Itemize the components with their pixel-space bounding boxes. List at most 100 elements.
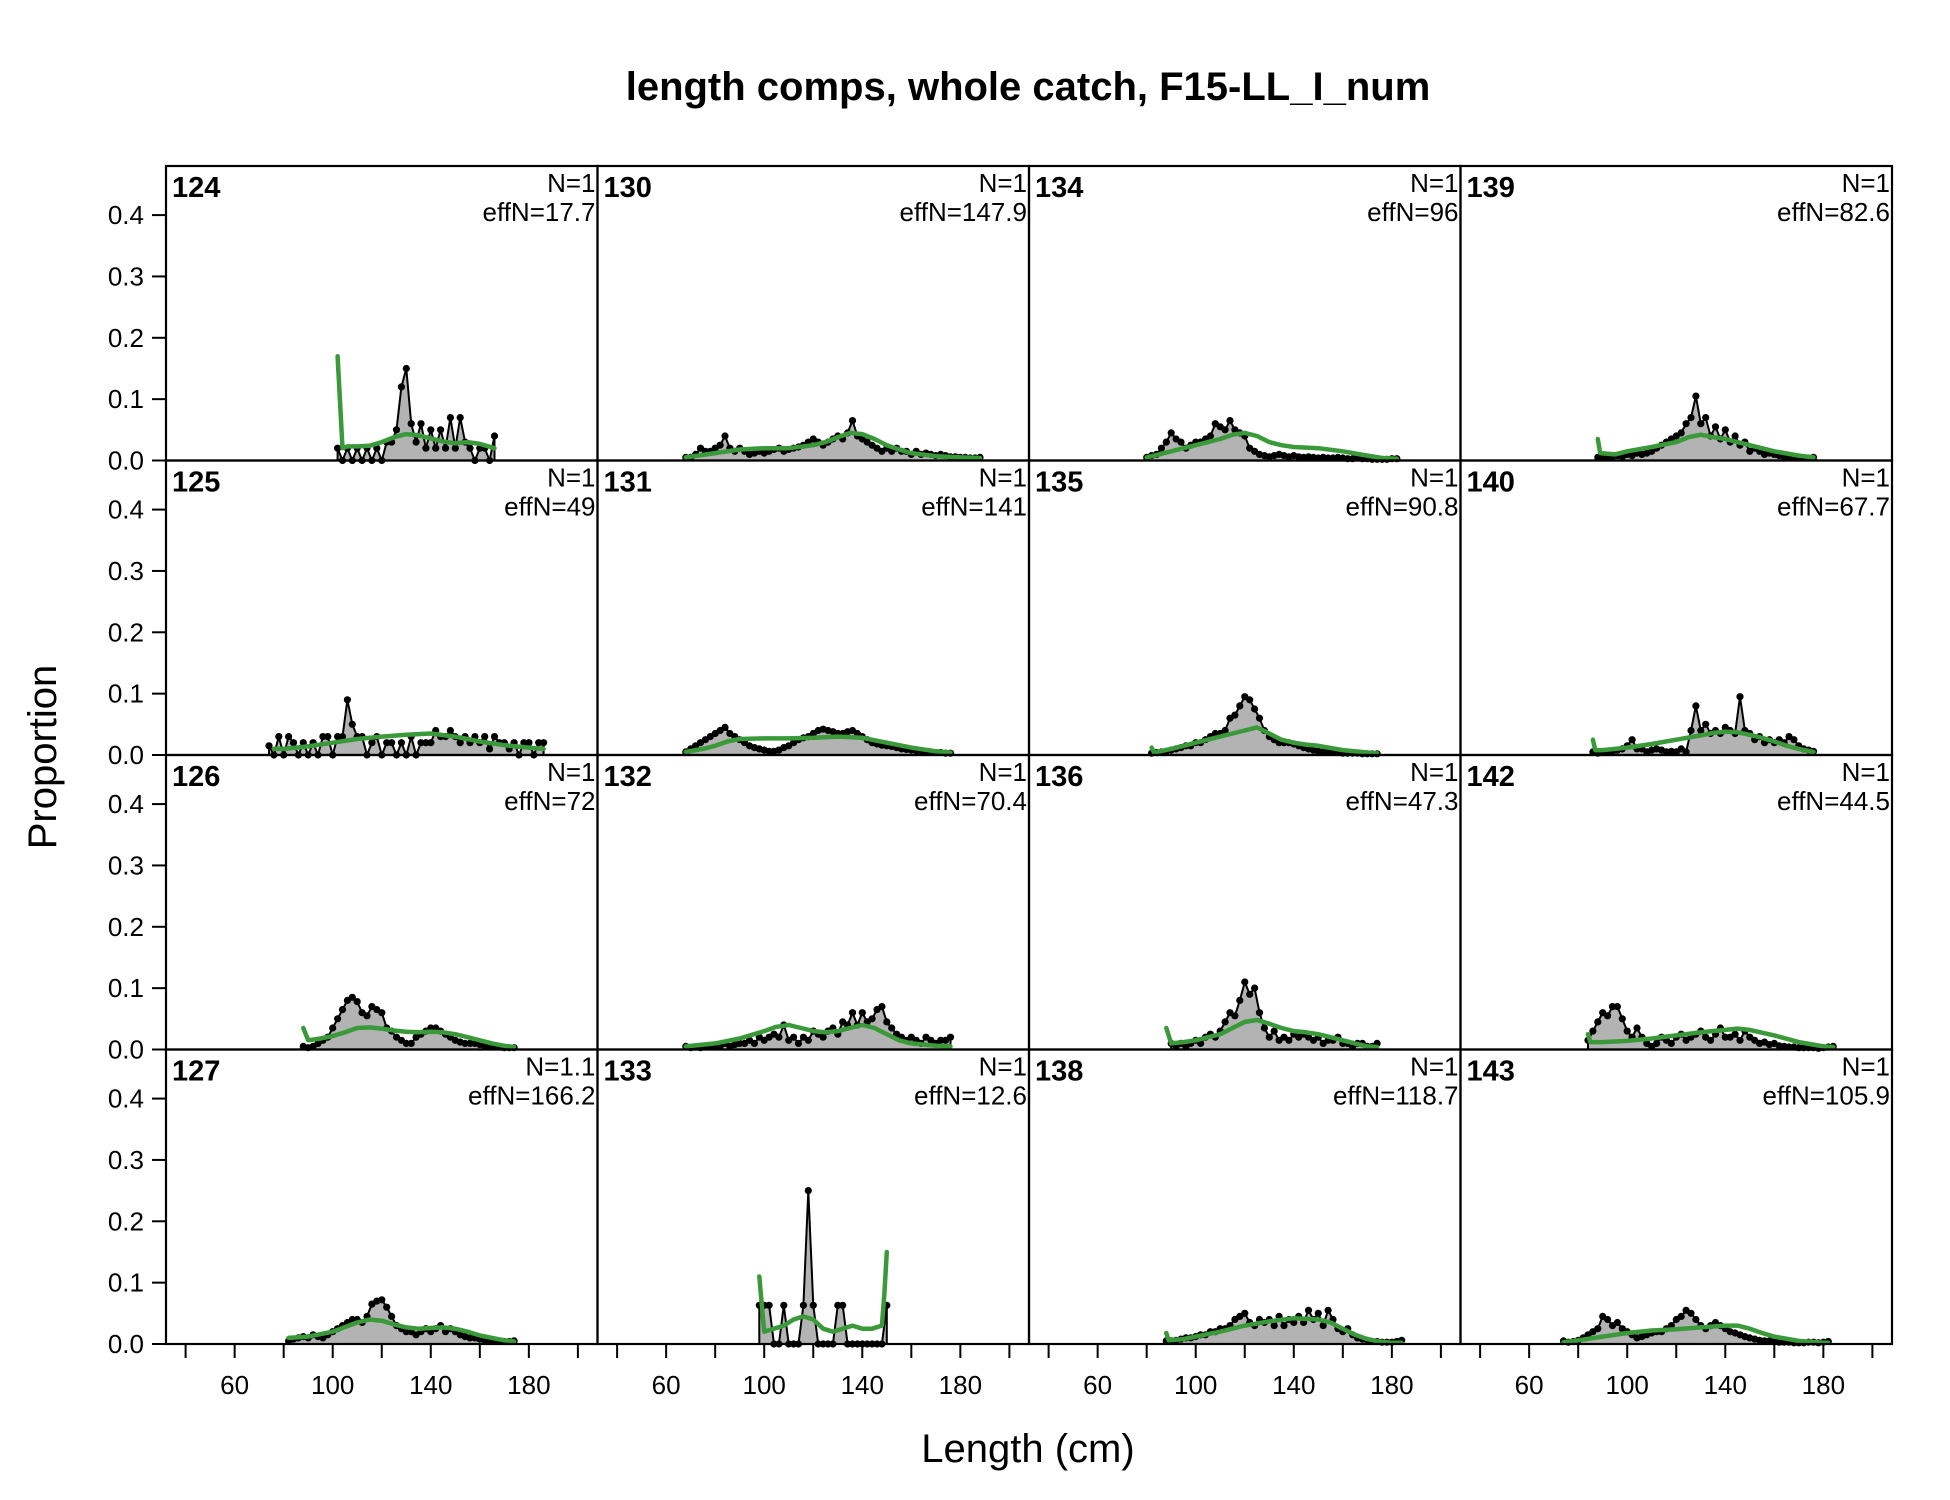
observed-point xyxy=(1251,984,1259,992)
observed-point xyxy=(1231,1012,1239,1020)
x-tick-label: 140 xyxy=(1704,1370,1747,1400)
panel-effn-label: effN=166.2 xyxy=(468,1081,595,1111)
panel-n-label: N=1 xyxy=(547,757,595,787)
observed-point xyxy=(388,1312,396,1320)
observed-point xyxy=(1246,696,1254,704)
panel-effn-label: effN=82.6 xyxy=(1777,197,1890,227)
panel-n-label: N=1 xyxy=(547,168,595,198)
observed-point xyxy=(353,998,361,1006)
observed-point xyxy=(1265,1033,1273,1041)
observed-point xyxy=(848,1009,857,1017)
x-tick-label: 100 xyxy=(311,1370,354,1400)
panel-label: 133 xyxy=(604,1056,652,1088)
observed-point xyxy=(446,726,454,735)
observed-point xyxy=(868,1015,876,1023)
observed-point xyxy=(1324,1306,1332,1314)
observed-point xyxy=(1697,726,1705,735)
observed-point xyxy=(1290,1318,1298,1327)
observed-point xyxy=(1707,1036,1715,1044)
observed-point xyxy=(1167,429,1175,437)
observed-point xyxy=(1628,736,1636,744)
panel-effn-label: effN=118.7 xyxy=(1333,1081,1459,1111)
x-tick-label: 100 xyxy=(743,1370,786,1400)
observed-point xyxy=(466,444,474,452)
observed-point xyxy=(540,739,548,747)
observed-point xyxy=(1246,990,1254,998)
x-tick-label: 140 xyxy=(409,1370,452,1400)
panel-label: 131 xyxy=(604,467,652,499)
observed-point xyxy=(1736,1036,1744,1044)
panel-n-label: N=1 xyxy=(1410,757,1458,787)
observed-point xyxy=(839,1301,847,1309)
observed-point xyxy=(407,1039,415,1047)
observed-point xyxy=(1731,432,1739,440)
observed-point xyxy=(1604,1315,1612,1324)
observed-point xyxy=(432,444,440,452)
observed-point xyxy=(378,1009,386,1017)
observed-point xyxy=(721,432,729,440)
expected-line xyxy=(683,430,983,461)
observed-point xyxy=(1231,711,1239,719)
observed-point xyxy=(334,1015,342,1023)
observed-point xyxy=(946,1033,955,1041)
observed-point xyxy=(780,1301,788,1309)
observed-point xyxy=(520,739,528,747)
observed-point xyxy=(324,733,332,741)
observed-point xyxy=(265,742,273,750)
y-tick-label: 0.3 xyxy=(108,261,144,291)
panel-n-label: N=1 xyxy=(1842,463,1890,493)
panel-effn-label: effN=67.7 xyxy=(1777,492,1890,522)
observed-point xyxy=(1221,726,1229,735)
x-tick-label: 60 xyxy=(1515,1370,1544,1400)
observed-point xyxy=(1667,1039,1675,1047)
y-tick-label: 0.4 xyxy=(108,495,144,525)
observed-point xyxy=(1618,1015,1626,1023)
observed-point xyxy=(417,420,425,428)
expected-line xyxy=(757,1249,890,1334)
observed-point xyxy=(1157,444,1165,452)
panel-label: 136 xyxy=(1035,761,1083,793)
y-tick-label: 0.0 xyxy=(108,740,144,770)
observed-point xyxy=(1604,1012,1612,1020)
observed-point xyxy=(451,444,459,452)
observed-point xyxy=(1236,996,1244,1005)
observed-point xyxy=(343,696,351,704)
observed-point xyxy=(422,444,430,452)
observed-area xyxy=(758,1189,888,1345)
y-tick-label: 0.1 xyxy=(108,679,144,709)
observed-point xyxy=(878,1003,886,1011)
observed-point xyxy=(1589,1027,1597,1035)
x-tick-label: 140 xyxy=(841,1370,884,1400)
observed-point xyxy=(1236,702,1244,710)
expected-line xyxy=(1595,432,1816,460)
panel-effn-label: effN=49 xyxy=(504,492,595,522)
observed-point xyxy=(1594,1018,1602,1026)
observed-point xyxy=(486,745,494,753)
observed-point xyxy=(1682,420,1690,428)
observed-point xyxy=(1677,1312,1685,1320)
observed-point xyxy=(329,1024,337,1032)
y-tick-label: 0.3 xyxy=(108,556,144,586)
expected-line xyxy=(301,1025,517,1050)
panel-effn-label: effN=17.7 xyxy=(482,197,595,227)
expected-line xyxy=(1561,1323,1831,1346)
panel-label: 138 xyxy=(1035,1056,1083,1088)
panel-effn-label: effN=147.9 xyxy=(900,197,1027,227)
observed-point xyxy=(790,1033,798,1041)
observed-point xyxy=(427,426,435,434)
x-tick-label: 60 xyxy=(220,1370,249,1400)
observed-point xyxy=(1687,726,1695,735)
observed-point xyxy=(490,733,499,741)
observed-point xyxy=(1790,736,1798,744)
observed-point xyxy=(1255,714,1264,722)
